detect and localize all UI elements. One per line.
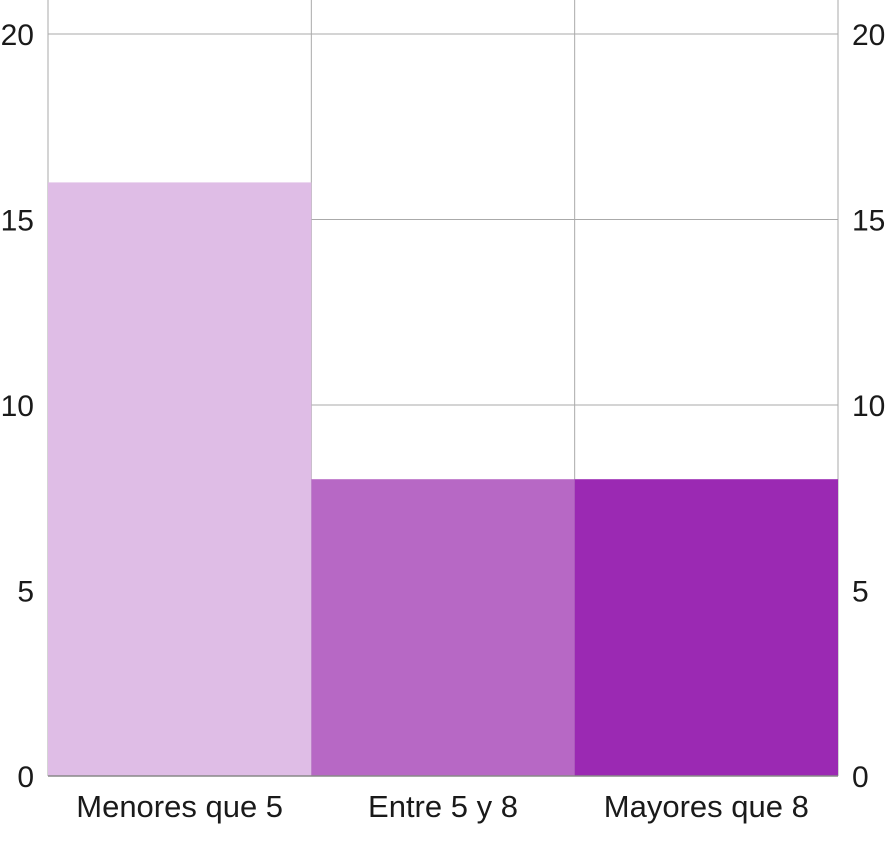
y-tick-left-0: 0: [17, 761, 34, 794]
x-tick-label-3: Mayores que 8: [604, 789, 809, 824]
y-tick-right-5: 5: [852, 576, 869, 609]
y-tick-left-15: 15: [1, 205, 34, 238]
y-tick-left-20: 20: [1, 19, 34, 52]
bar-2: [311, 479, 575, 776]
bar-3: [574, 479, 838, 776]
bars: [48, 182, 838, 776]
y-tick-right-0: 0: [852, 761, 869, 794]
x-tick-label-1: Menores que 5: [76, 789, 283, 824]
y-tick-left-10: 10: [1, 390, 34, 423]
x-axis-labels: Menores que 5 Entre 5 y 8 Mayores que 8: [76, 789, 809, 824]
y-tick-right-20: 20: [852, 19, 885, 52]
x-tick-label-2: Entre 5 y 8: [368, 789, 518, 824]
y-tick-right-10: 10: [852, 390, 885, 423]
y-axis-left-labels: 0 5 10 15 20: [1, 19, 34, 794]
y-tick-left-5: 5: [17, 576, 34, 609]
bar-1: [48, 182, 312, 776]
y-axis-right-labels: 0 5 10 15 20: [852, 19, 885, 794]
y-tick-right-15: 15: [852, 205, 885, 238]
